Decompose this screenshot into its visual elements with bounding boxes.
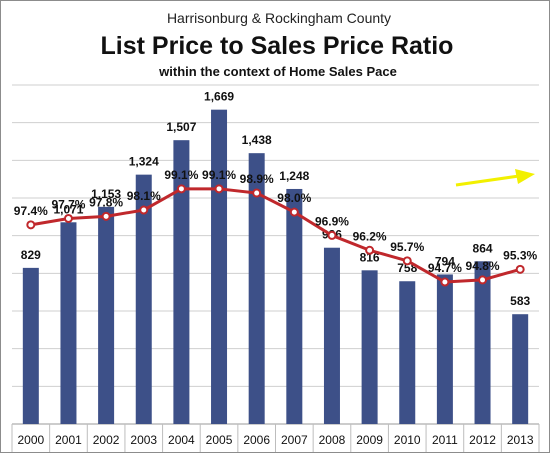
trend-arrow-head — [515, 169, 535, 184]
chart-subtitle: within the context of Home Sales Pace — [158, 64, 397, 79]
ratio-point-2011 — [440, 277, 450, 287]
x-tick-label: 2006 — [243, 433, 270, 447]
bar-value-label: 794 — [435, 254, 455, 268]
bar-value-label: 1,324 — [129, 155, 159, 169]
ratio-value-label: 94.8% — [466, 259, 500, 273]
ratio-value-label: 97.8% — [89, 195, 123, 209]
bar-2002 — [98, 206, 115, 424]
x-tick-label: 2011 — [432, 433, 458, 447]
x-tick-label: 2009 — [356, 433, 383, 447]
ratio-value-label: 98.9% — [240, 172, 274, 186]
ratio-value-label: 96.2% — [353, 229, 387, 243]
bar-2007 — [286, 188, 303, 424]
bar-2009 — [361, 270, 378, 424]
x-tick-label: 2008 — [319, 433, 346, 447]
ratio-point-2010 — [402, 256, 412, 266]
bar-value-label: 1,153 — [91, 187, 121, 201]
chart-title: List Price to Sales Price Ratio — [101, 32, 454, 60]
trend-arrow-shaft — [455, 174, 520, 187]
ratio-point-2003 — [139, 205, 149, 215]
ratio-value-label: 95.3% — [503, 248, 537, 262]
ratio-point-2000 — [26, 220, 36, 230]
bar-2013 — [512, 314, 529, 424]
bar-2012 — [474, 261, 491, 424]
ratio-point-2006 — [252, 188, 262, 198]
x-tick-label: 2003 — [130, 433, 157, 447]
ratio-value-label: 99.1% — [202, 168, 236, 182]
bar-2004 — [173, 140, 190, 424]
ratio-point-2001 — [63, 213, 73, 223]
bar-value-label: 583 — [510, 294, 530, 308]
bar-value-label: 1,507 — [166, 120, 196, 134]
bar-2008 — [323, 247, 340, 424]
ratio-value-label: 98.1% — [127, 189, 161, 203]
bar-2010 — [399, 281, 416, 424]
ratio-point-2013 — [515, 264, 525, 274]
bar-value-label: 864 — [473, 241, 493, 255]
bar-value-label: 829 — [21, 248, 41, 262]
ratio-point-2005 — [214, 184, 224, 194]
ratio-point-2012 — [478, 275, 488, 285]
gridlines — [12, 84, 539, 425]
bar-series: 8291,0711,1531,3241,5071,6691,4381,24893… — [21, 90, 531, 425]
bar-2011 — [436, 274, 453, 424]
bar-value-label: 1,438 — [242, 133, 272, 147]
bar-value-label: 1,248 — [279, 169, 309, 183]
bar-2003 — [135, 174, 152, 424]
ratio-point-2009 — [365, 245, 375, 255]
x-tick-label: 2012 — [469, 433, 496, 447]
bar-2006 — [248, 153, 265, 424]
ratio-value-label: 97.7% — [51, 197, 85, 211]
ratio-point-2004 — [176, 184, 186, 194]
bar-value-label: 1,669 — [204, 90, 234, 104]
trend-annotation — [455, 169, 535, 187]
x-tick-label: 2001 — [55, 433, 82, 447]
ratio-point-2007 — [289, 207, 299, 217]
ratio-value-label: 96.9% — [315, 214, 349, 228]
bar-2005 — [211, 109, 228, 425]
bar-2000 — [22, 267, 39, 424]
x-axis: 2000 2001 2002 2003 2004 2005 2006 2007 2008 2009… — [11, 424, 540, 452]
bar-value-label: 816 — [360, 250, 380, 264]
ratio-point-2008 — [327, 230, 337, 240]
x-tick-label: 2000 — [17, 433, 44, 447]
ratio-line-series: 97.4% 97.7% 97.8% 98.1%99.1% 99.1% 98.9%98.0%… — [14, 168, 538, 287]
ratio-value-label: 94.7% — [428, 261, 462, 275]
ratio-value-label: 97.4% — [14, 204, 48, 218]
ratio-value-label: 98.0% — [277, 191, 311, 205]
ratio-value-label: 99.1% — [164, 168, 198, 182]
x-tick-label: 2007 — [281, 433, 308, 447]
bar-value-label: 1,071 — [53, 202, 83, 216]
x-tick-label: 2005 — [206, 433, 233, 447]
bar-2001 — [60, 222, 77, 424]
ratio-value-label: 95.7% — [390, 240, 424, 254]
ratio-line — [30, 187, 521, 284]
x-tick-label: 2004 — [168, 433, 195, 447]
x-tick-label: 2013 — [507, 433, 534, 447]
chart-header-line1: Harrisonburg & Rockingham County — [167, 10, 391, 26]
x-tick-label: 2002 — [93, 433, 120, 447]
x-tick-label: 2010 — [394, 433, 421, 447]
ratio-point-2002 — [101, 211, 111, 221]
